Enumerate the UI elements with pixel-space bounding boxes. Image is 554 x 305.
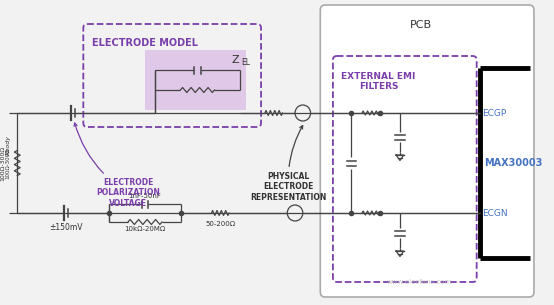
- Text: PCB: PCB: [411, 20, 432, 30]
- FancyBboxPatch shape: [320, 5, 534, 297]
- Text: 100Ω-300Ω: 100Ω-300Ω: [0, 145, 5, 181]
- Text: ±150mV: ±150mV: [49, 223, 83, 232]
- Text: 10kΩ-20MΩ: 10kΩ-20MΩ: [124, 226, 166, 232]
- Text: EXTERNAL EMI
FILTERS: EXTERNAL EMI FILTERS: [341, 72, 416, 91]
- Text: ECGN: ECGN: [483, 209, 508, 217]
- Text: EL: EL: [242, 58, 250, 67]
- Text: 100Ω-300Ω: 100Ω-300Ω: [5, 147, 10, 179]
- Text: ECGP: ECGP: [483, 109, 507, 117]
- Text: Z: Z: [231, 55, 239, 65]
- Text: ELECTRODE
POLARIZATION
VOLTAGE: ELECTRODE POLARIZATION VOLTAGE: [74, 123, 160, 208]
- Text: MAX30003: MAX30003: [484, 158, 543, 168]
- Text: ELECTRODE MODEL: ELECTRODE MODEL: [93, 38, 198, 48]
- Text: 50-200Ω: 50-200Ω: [205, 221, 235, 227]
- Text: Rbody: Rbody: [6, 135, 11, 155]
- Bar: [146, 50, 245, 110]
- Text: 1nF-50nF: 1nF-50nF: [129, 193, 161, 199]
- Text: www.elecfans.com: www.elecfans.com: [387, 279, 452, 285]
- Text: PHYSICAL
ELECTRODE
REPRESENTATION: PHYSICAL ELECTRODE REPRESENTATION: [250, 126, 326, 202]
